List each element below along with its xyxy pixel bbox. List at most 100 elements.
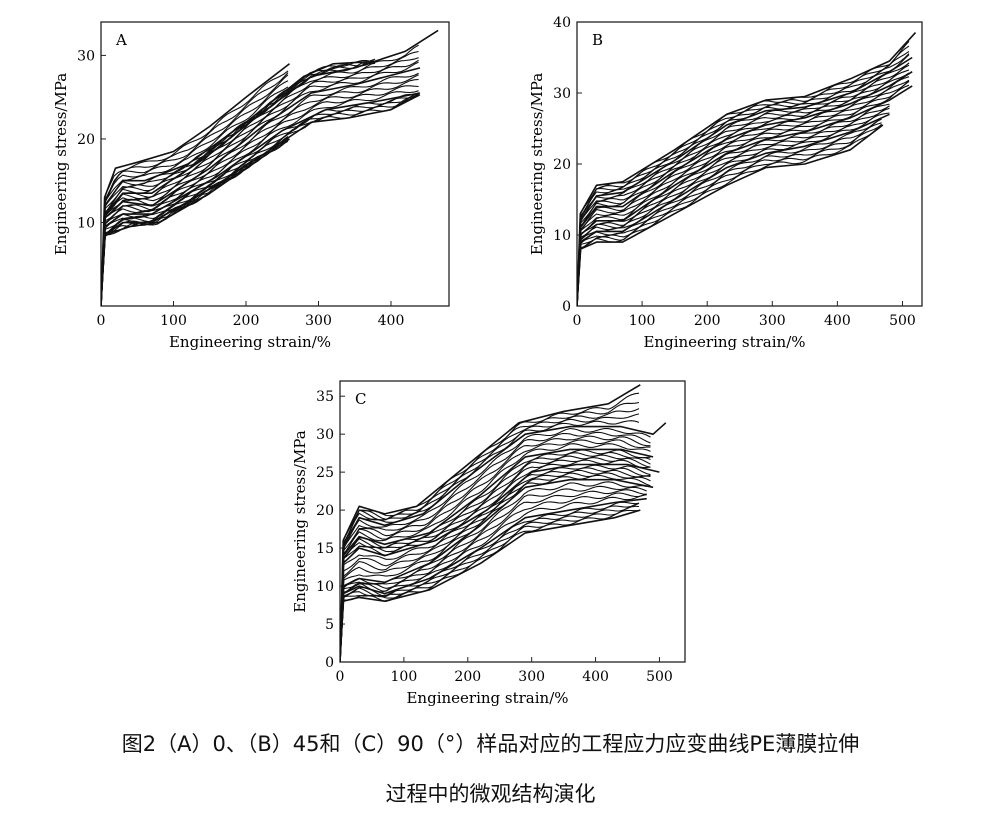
x-tick-label: 100 (629, 313, 656, 329)
series-line (340, 485, 647, 662)
y-tick-label: 25 (316, 465, 334, 481)
x-tick-label: 300 (759, 313, 786, 329)
series-line (101, 92, 421, 306)
series-line (101, 72, 419, 305)
curve-group-c (340, 384, 667, 662)
series-line (340, 420, 640, 661)
series-line (101, 93, 421, 306)
plot-frame-b (576, 21, 923, 307)
y-tick-label: 30 (316, 427, 334, 443)
series-line (577, 79, 910, 306)
y-tick-label: 40 (553, 15, 571, 31)
series-line (101, 90, 419, 305)
y-tick-label: 0 (325, 655, 334, 671)
panel-letter-b: B (592, 31, 603, 49)
plot-frame-a (100, 21, 450, 307)
series-line (577, 122, 882, 305)
x-tick-label: 100 (391, 669, 418, 685)
y-tick-label: 20 (77, 132, 95, 148)
series-line (577, 124, 884, 306)
series-line (577, 76, 910, 306)
y-tick-label: 30 (77, 48, 95, 64)
y-tick-label: 0 (562, 299, 571, 315)
series-line (101, 29, 439, 306)
series-line (101, 50, 419, 306)
y-axis-label-b: Engineering stress/MPa (528, 73, 546, 255)
series-line (577, 72, 910, 306)
series-line (577, 113, 890, 306)
series-line (101, 74, 289, 306)
series-line (340, 413, 640, 662)
series-line (101, 67, 421, 306)
series-line (577, 32, 917, 306)
series-line (577, 50, 910, 306)
series-line (577, 53, 910, 306)
series-line (340, 505, 640, 661)
series-line (340, 509, 640, 662)
series-line (340, 401, 640, 662)
series-line (340, 443, 651, 662)
x-tick-label: 300 (518, 669, 545, 685)
x-axis-label-a: Engineering strain/% (169, 333, 331, 351)
curve-group-b (577, 32, 917, 306)
x-tick-label: 200 (233, 313, 260, 329)
series-line (340, 427, 651, 662)
series-line (340, 497, 647, 662)
series-line (101, 85, 419, 306)
series-line (101, 138, 290, 306)
series-line (101, 70, 289, 304)
series-line (340, 494, 647, 662)
series-line (340, 384, 641, 662)
series-line (101, 94, 419, 306)
panel-letter-c: C (355, 390, 366, 408)
series-line (340, 509, 641, 662)
series-line (340, 472, 651, 662)
series-line (101, 61, 419, 306)
series-line (340, 478, 654, 662)
y-axis-label-a: Engineering stress/MPa (52, 73, 70, 255)
series-line (340, 459, 651, 662)
plot-frame-c (339, 380, 686, 663)
series-line (340, 492, 647, 662)
x-axis-label-b: Engineering strain/% (643, 333, 805, 351)
series-line (101, 72, 289, 306)
series-line (101, 86, 289, 305)
series-line (340, 452, 651, 662)
y-tick-label: 35 (316, 389, 334, 405)
series-line (577, 80, 910, 306)
series-line (577, 80, 910, 305)
series-line (101, 60, 376, 305)
series-line (340, 464, 651, 661)
panel-letter-a: A (115, 31, 127, 49)
series-line (101, 59, 419, 304)
x-tick-label: 0 (97, 313, 106, 329)
series-line (577, 56, 913, 306)
series-line (101, 60, 376, 306)
series-line (340, 474, 651, 661)
x-tick-label: 500 (646, 669, 673, 685)
series-line (340, 463, 660, 662)
x-axis-label-c: Engineering strain/% (406, 689, 568, 707)
x-tick-label: 100 (160, 313, 187, 329)
x-tick-label: 300 (305, 313, 332, 329)
chart-panel-b: 0 100 200 300 400 500 0 10 20 30 40 Engineering str… (528, 15, 923, 351)
y-tick-label: 10 (316, 579, 334, 595)
series-line (577, 69, 910, 306)
series-line (101, 80, 289, 306)
series-line (577, 71, 913, 306)
series-line (340, 454, 651, 662)
series-line (101, 78, 419, 306)
series-line (340, 422, 667, 662)
x-tick-label: 400 (378, 313, 405, 329)
x-tick-label: 500 (889, 313, 916, 329)
series-line (577, 62, 910, 305)
series-line (340, 431, 651, 661)
y-tick-label: 20 (553, 157, 571, 173)
x-tick-label: 400 (582, 669, 609, 685)
y-tick-label: 10 (553, 228, 571, 244)
series-line (577, 118, 882, 306)
caption-line-2: 过程中的微观结构演化 (385, 782, 596, 806)
series-line (340, 435, 651, 661)
y-axis-label-c: Engineering stress/MPa (291, 430, 309, 612)
